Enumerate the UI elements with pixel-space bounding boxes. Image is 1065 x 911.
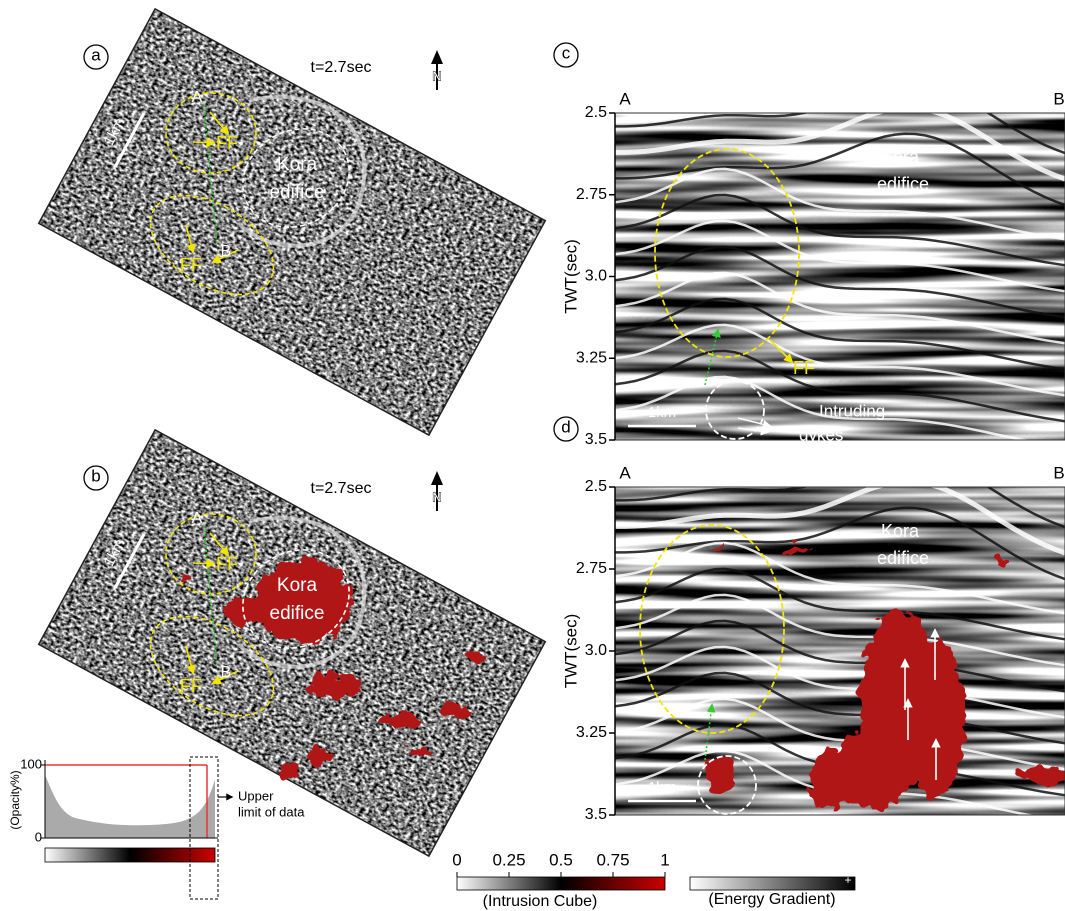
seismic-image	[615, 456, 1065, 822]
point-a-label: A	[192, 510, 203, 527]
figure: a A B FF FF Kora edifice t=2.7sec N 1km b A B FF FF Kor…	[0, 0, 1065, 911]
y-axis-label: TWT(sec)	[561, 239, 580, 314]
intrusion-blob	[810, 750, 850, 810]
intrusion-colorbar: 0 0.25 0.5 0.75 1 (Intrusion Cube)	[452, 850, 669, 910]
panel-letter: d	[561, 417, 570, 436]
seismic-image	[615, 82, 1065, 448]
edifice-label: edifice	[877, 174, 929, 194]
edifice-label: edifice	[270, 603, 325, 624]
ff-label: FF	[793, 358, 815, 378]
panel-letter: b	[91, 466, 100, 485]
intrusion-blob	[306, 747, 334, 765]
point-b-label: B	[221, 243, 232, 260]
north-arrow	[431, 471, 443, 485]
panel-letter: c	[562, 43, 571, 62]
scale-bar-label: 1km	[648, 404, 676, 421]
point-b-label: B	[221, 664, 232, 681]
north-label: N	[432, 68, 441, 83]
y-axis-label: TWT(sec)	[561, 614, 580, 689]
seismic-panel: d 2.5 2.75 3.0 3.25 3.5 TWT(sec) A B Kora edifice 1…	[554, 417, 1065, 823]
edifice-label: edifice	[270, 182, 325, 203]
colorbar-plus: +	[844, 873, 851, 887]
colorbar-tick-label: 0.25	[492, 850, 525, 869]
edifice-label: Kora	[277, 154, 318, 175]
dykes-label: dykes	[799, 425, 843, 444]
edifice-label: Kora	[881, 521, 920, 541]
intrusion-blob	[255, 559, 351, 643]
intrusion-blob	[307, 674, 363, 698]
edifice-label: Kora	[277, 575, 318, 596]
section-end-label: A	[619, 463, 631, 482]
map-frame	[39, 9, 546, 435]
y-tick-label: 0	[35, 829, 42, 844]
section-end-label: B	[1053, 89, 1064, 108]
intrusion-blob	[441, 705, 469, 717]
colorbar-label: (Energy Gradient)	[708, 891, 835, 908]
ff-label: FF	[216, 133, 238, 153]
intrusion-blob	[223, 598, 267, 624]
intrusion-blob	[378, 714, 422, 728]
colorbar-tick-label: 0	[452, 850, 461, 869]
ff-label: FF	[180, 676, 202, 696]
y-tick-label: 2.75	[576, 186, 607, 203]
point-a-label: A	[192, 89, 203, 106]
colorbar-tick-label: 1	[660, 850, 669, 869]
intrusion-blob	[781, 546, 809, 554]
y-tick-label: 3.5	[585, 431, 607, 448]
y-tick-label: 2.5	[585, 104, 607, 121]
colorbar-label: (Intrusion Cube)	[483, 893, 598, 910]
scale-bar-label: 1km	[648, 779, 676, 796]
colorbar-tick-label: 0.5	[549, 850, 573, 869]
panel-letter: a	[91, 45, 101, 64]
colorbar-tick-label: 0.75	[596, 850, 629, 869]
y-tick-label: 3.0	[585, 268, 607, 285]
y-tick-label: 100	[20, 756, 42, 771]
dykes-label: Intruding	[819, 401, 885, 420]
annotation: limit of data	[238, 804, 305, 819]
y-tick-label: 2.5	[585, 478, 607, 495]
y-tick-label: 3.25	[576, 724, 607, 741]
intrusion-blob	[994, 554, 1006, 566]
y-tick-label: 3.5	[585, 806, 607, 823]
map-image	[39, 9, 546, 435]
map-panel: bABFFFFKoraedificet=2.7secN1km	[39, 430, 546, 856]
opacity-inset: 0 100(Opacity%) Upperlimit of data	[8, 756, 305, 899]
edifice-label: edifice	[877, 548, 929, 568]
colorbar-gradient	[690, 877, 855, 890]
energy-colorbar: + (Energy Gradient)	[690, 873, 855, 908]
intrusion-blob	[465, 651, 485, 661]
north-arrow	[431, 50, 443, 64]
ff-arrow	[193, 563, 214, 564]
intrusion-blob	[183, 573, 193, 583]
annotation: Upper	[238, 788, 274, 803]
ff-arrow	[193, 142, 214, 143]
colorbar-gradient	[457, 877, 665, 890]
time-label: t=2.7sec	[311, 59, 372, 76]
y-tick-label: 2.75	[576, 560, 607, 577]
time-label: t=2.7sec	[311, 480, 372, 497]
intrusion-blob	[408, 746, 432, 756]
map-frame	[39, 430, 546, 856]
y-axis-label: (Opacity%)	[8, 770, 22, 829]
seismic-panel: c 2.5 2.75 3.0 3.25 3.5 TWT(sec) A B Kora edifice 1…	[554, 43, 1065, 448]
intrusion-blob	[280, 764, 300, 778]
y-tick-label: 3.0	[585, 642, 607, 659]
map-image	[39, 430, 546, 856]
ff-label: FF	[180, 255, 202, 275]
y-tick-label: 3.25	[576, 349, 607, 366]
intrusion-blob	[714, 545, 726, 551]
ff-label: FF	[216, 554, 238, 574]
edifice-label: Kora	[881, 147, 920, 167]
section-end-label: A	[619, 89, 631, 108]
section-end-label: B	[1053, 463, 1064, 482]
north-label: N	[432, 489, 441, 504]
